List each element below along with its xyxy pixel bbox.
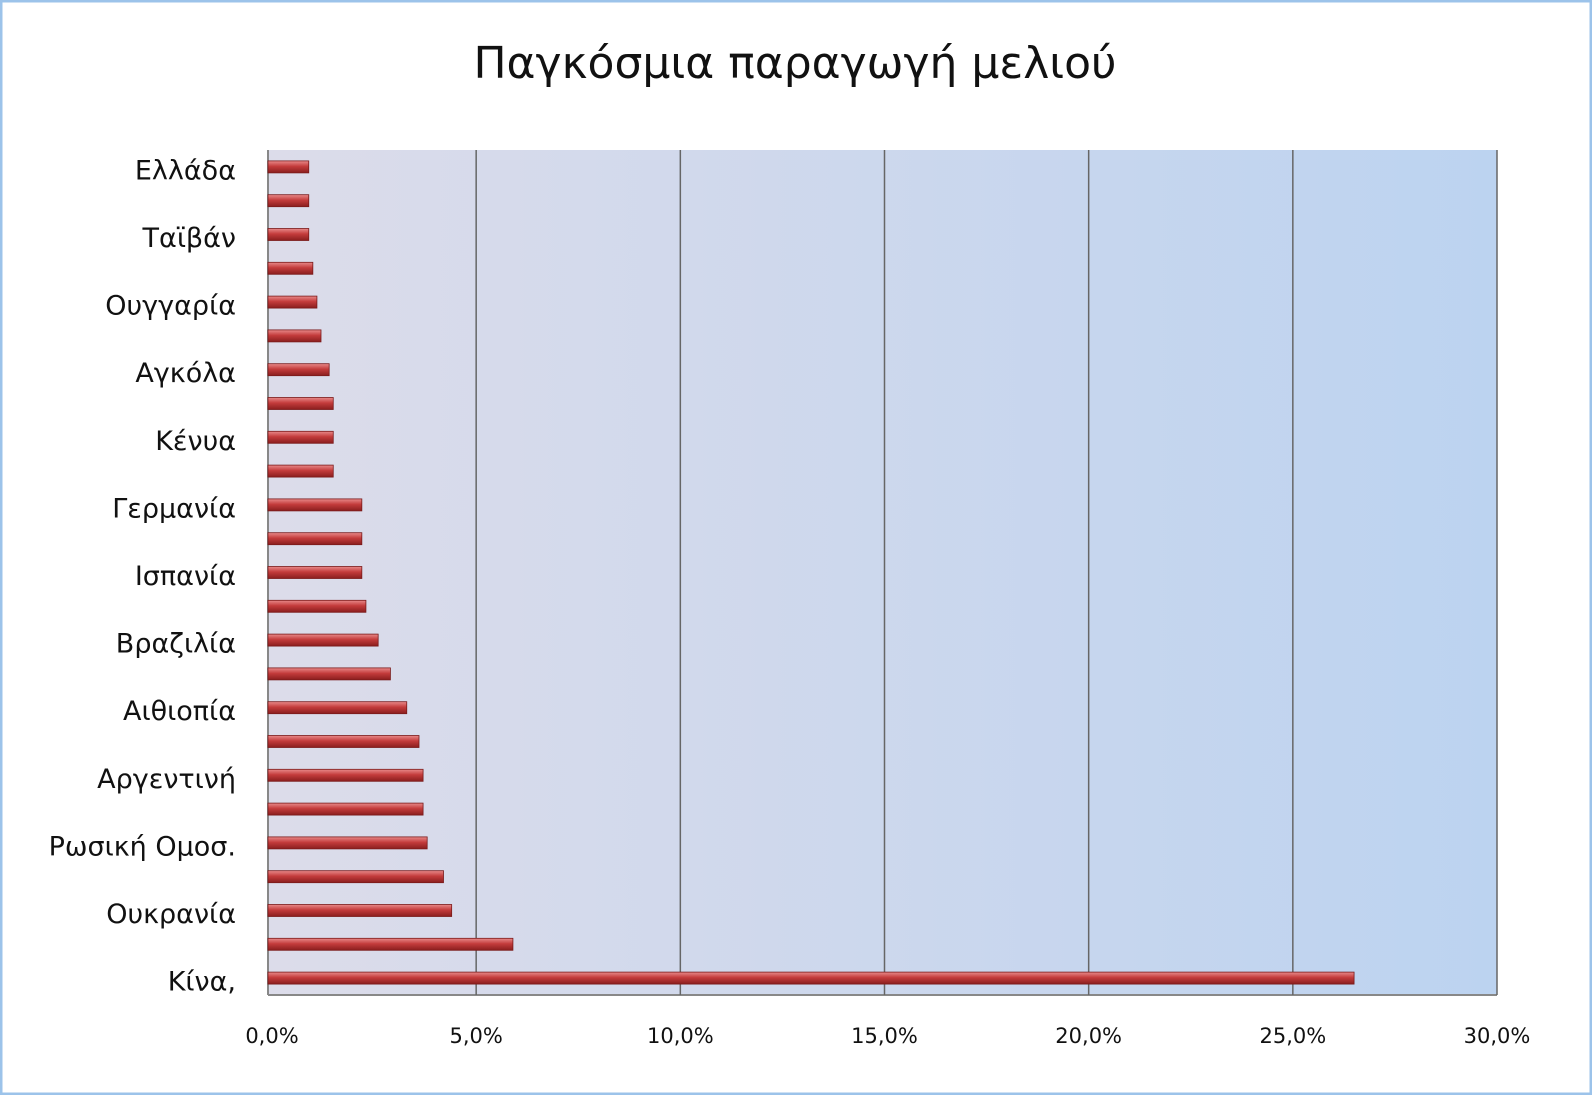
x-tick-label: 10,0% [647,1024,714,1048]
y-tick-label: Ρωσική Ομοσ. [49,831,236,862]
bar [267,363,330,377]
y-tick-label: Ισπανία [135,561,236,592]
bar [267,228,310,241]
x-tick-label: 15,0% [851,1024,918,1048]
plot-area [268,150,1497,995]
bar [267,261,314,275]
chart-title: Παγκόσμια παραγωγή μελιού [473,38,1116,89]
y-tick-label: Ταϊβάν [141,223,236,254]
bar [267,599,367,613]
y-tick-label: Βραζιλία [116,629,236,660]
bar [267,397,334,410]
bar [267,532,363,546]
bar [267,836,428,850]
bar [267,870,444,884]
bar [267,904,453,917]
x-tick-label: 20,0% [1055,1024,1122,1048]
bar [267,735,420,748]
bar [267,667,391,681]
bar [267,768,424,782]
bar [267,430,334,444]
bar [267,295,318,309]
y-tick-label: Ουγγαρία [105,291,236,322]
x-tick-label: 5,0% [449,1024,502,1048]
x-tick-label: 0,0% [245,1024,298,1048]
bar [267,194,310,208]
bar [267,802,424,816]
y-tick-label: Κένυα [155,426,236,457]
bar [267,701,408,715]
bar [267,566,363,579]
bar [267,464,334,478]
bar [267,937,514,951]
x-tick-label: 25,0% [1259,1024,1326,1048]
bar [267,633,379,647]
bar [267,971,1355,985]
y-tick-label: Γερμανία [112,493,236,524]
y-tick-label: Αγκόλα [135,358,236,389]
y-tick-label: Κίνα, [168,967,236,998]
bar [267,329,322,343]
bar [267,160,310,174]
y-tick-label: Αιθιοπία [123,696,236,727]
bar [267,498,363,512]
x-tick-label: 30,0% [1464,1024,1531,1048]
y-tick-label: Ελλάδα [135,155,236,186]
y-tick-label: Ουκρανία [106,899,236,930]
y-tick-label: Αργεντινή [97,764,236,795]
